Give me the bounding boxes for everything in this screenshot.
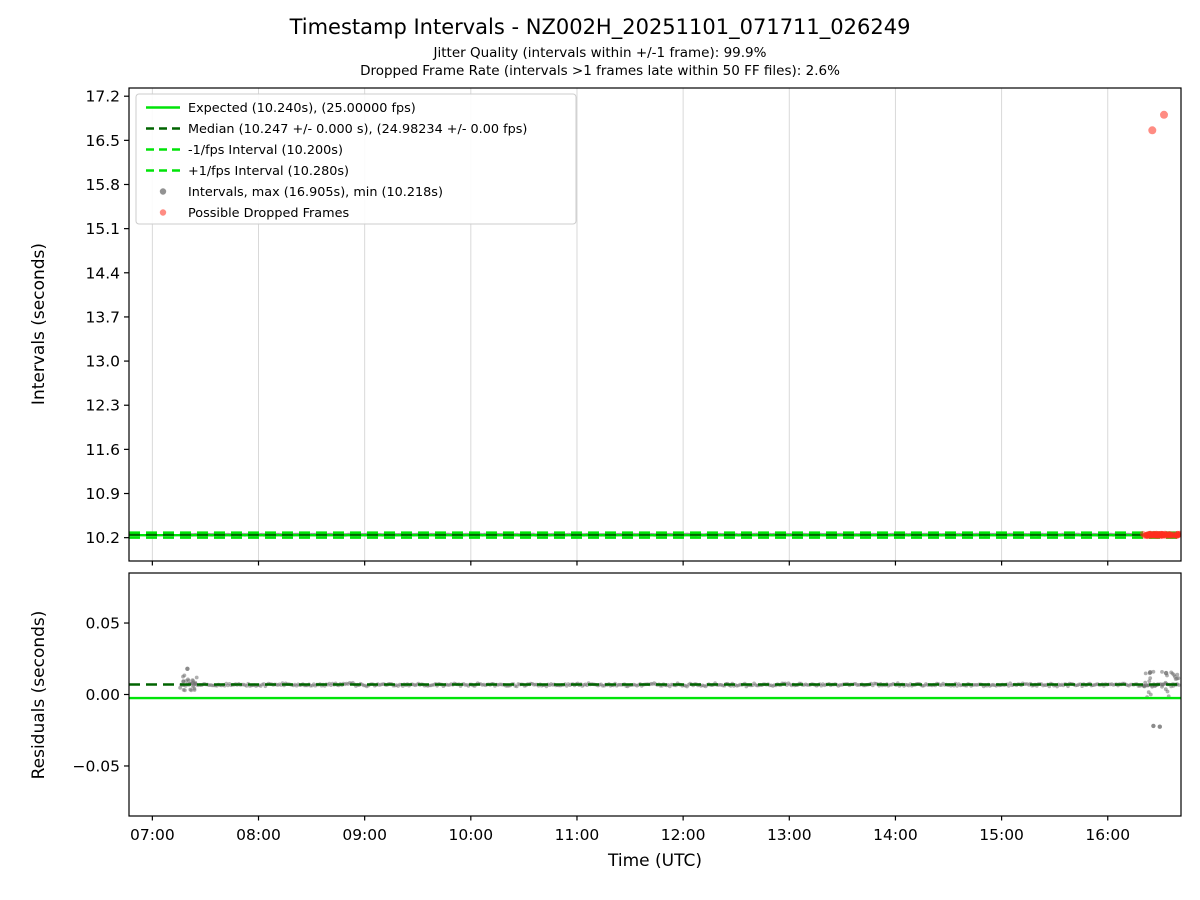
legend-label: Possible Dropped Frames bbox=[188, 206, 349, 221]
y-tick-label: 16.5 bbox=[85, 132, 120, 150]
scatter-point bbox=[1169, 532, 1176, 539]
legend-label: Intervals, max (16.905s), min (10.218s) bbox=[188, 185, 443, 200]
scatter-point bbox=[1173, 677, 1178, 681]
x-tick-label: 14:00 bbox=[873, 826, 918, 844]
legend-entry-median: Median (10.247 +/- 0.000 s), (24.98234 +… bbox=[146, 122, 527, 137]
intervals-axis-label: Intervals (seconds) bbox=[29, 242, 49, 406]
dropped-frame-point bbox=[1148, 126, 1157, 135]
scatter-point bbox=[515, 684, 519, 689]
subtitle-dropped-rate: Dropped Frame Rate (intervals >1 frames … bbox=[360, 63, 840, 79]
legend-label: Median (10.247 +/- 0.000 s), (24.98234 +… bbox=[188, 122, 527, 137]
intervals-ticks: 10.2 10.9 11.6 12.3 13.0 13.7 14.4 15.1 15.8 16.5… bbox=[85, 88, 1109, 566]
y-tick-label: 10.9 bbox=[85, 485, 120, 503]
scatter-point bbox=[178, 685, 183, 690]
scatter-point bbox=[1143, 671, 1148, 676]
time-axis-label: Time (UTC) bbox=[608, 851, 702, 871]
residual-outlier-point bbox=[1148, 670, 1153, 675]
scatter-point bbox=[183, 688, 187, 693]
intervals-content bbox=[129, 110, 1181, 540]
scatter-point bbox=[192, 686, 197, 691]
residuals-ticks: 0.05 0.00 −0.05 07:00 08:00 09:00 10:00 11:00 12… bbox=[73, 615, 1131, 844]
x-tick-label: 15:00 bbox=[979, 826, 1024, 844]
y-tick-label: 13.7 bbox=[85, 308, 120, 326]
legend-swatch-dot bbox=[159, 188, 167, 195]
legend-entry-intervals: Intervals, max (16.905s), min (10.218s) bbox=[159, 185, 443, 200]
scatter-point bbox=[1141, 532, 1148, 539]
scatter-point bbox=[186, 678, 191, 683]
dropped-frame-point bbox=[1160, 110, 1168, 119]
residual-outlier-point bbox=[1157, 724, 1163, 729]
y-tick-label: 11.6 bbox=[85, 441, 120, 459]
legend-label: Expected (10.240s), (25.00000 fps) bbox=[188, 101, 416, 116]
y-tick-label: 14.4 bbox=[85, 264, 120, 282]
x-tick-label: 11:00 bbox=[555, 826, 600, 844]
legend-entry-expected: Expected (10.240s), (25.00000 fps) bbox=[146, 101, 416, 116]
y-tick-label: 17.2 bbox=[85, 88, 120, 106]
residual-outlier-point bbox=[1151, 723, 1156, 729]
legend-label: +1/fps Interval (10.280s) bbox=[188, 164, 349, 179]
scatter-point bbox=[1169, 670, 1174, 675]
y-tick-label: 12.3 bbox=[85, 397, 120, 415]
residuals-background bbox=[129, 573, 1181, 816]
legend-label: -1/fps Interval (10.200s) bbox=[188, 143, 343, 158]
scatter-point bbox=[1147, 533, 1154, 539]
scatter-point bbox=[1151, 669, 1156, 674]
scatter-point bbox=[182, 673, 187, 678]
subtitle-jitter-quality: Jitter Quality (intervals within +/-1 fr… bbox=[433, 45, 767, 61]
scatter-point bbox=[1148, 676, 1153, 680]
scatter-point bbox=[1146, 683, 1150, 687]
chart-title: Timestamp Intervals - NZ002H_20251101_07… bbox=[289, 15, 911, 39]
scatter-point bbox=[194, 675, 199, 680]
scatter-point bbox=[193, 681, 198, 686]
y-tick-label: 0.05 bbox=[85, 615, 120, 633]
scatter-point bbox=[190, 678, 195, 682]
x-tick-label: 16:00 bbox=[1085, 826, 1130, 844]
legend-frame bbox=[135, 93, 577, 225]
scatter-point bbox=[1153, 531, 1160, 538]
scatter-point bbox=[1142, 684, 1147, 689]
y-tick-label: 10.2 bbox=[85, 529, 120, 547]
x-tick-label: 10:00 bbox=[448, 826, 493, 844]
x-tick-label: 09:00 bbox=[342, 826, 387, 844]
y-tick-label: 13.0 bbox=[85, 353, 120, 371]
y-tick-label: 15.1 bbox=[85, 220, 120, 238]
scatter-point bbox=[189, 688, 194, 693]
residuals-content bbox=[129, 666, 1181, 729]
scatter-point bbox=[1006, 684, 1011, 688]
x-tick-label: 13:00 bbox=[767, 826, 812, 844]
y-tick-label: 0.00 bbox=[85, 686, 120, 704]
residual-outlier-point bbox=[1163, 670, 1169, 676]
y-tick-label: −0.05 bbox=[73, 757, 121, 775]
residual-outlier-point bbox=[185, 666, 190, 671]
x-tick-label: 08:00 bbox=[236, 826, 281, 844]
legend-entry-plus-1fps: +1/fps Interval (10.280s) bbox=[146, 164, 349, 179]
scatter-point bbox=[1148, 692, 1153, 697]
x-tick-label: 12:00 bbox=[661, 826, 706, 844]
legend: Expected (10.240s), (25.00000 fps) Median… bbox=[135, 93, 577, 225]
y-tick-label: 15.8 bbox=[85, 176, 120, 194]
scatter-point bbox=[1143, 680, 1148, 685]
legend-swatch-dot bbox=[159, 209, 167, 216]
scatter-point bbox=[1160, 670, 1164, 674]
residuals-axis-label: Residuals (seconds) bbox=[29, 610, 49, 780]
residuals-axes: 0.05 0.00 −0.05 07:00 08:00 09:00 10:00 11:00 12… bbox=[73, 572, 1182, 844]
x-tick-label: 07:00 bbox=[130, 826, 175, 844]
legend-entry-minus-1fps: -1/fps Interval (10.200s) bbox=[146, 143, 343, 158]
scatter-point bbox=[181, 679, 186, 684]
legend-entry-dropped-frames: Possible Dropped Frames bbox=[159, 206, 349, 221]
scatter-point bbox=[1147, 679, 1152, 683]
scatter-point bbox=[1163, 687, 1168, 692]
intervals-spine bbox=[128, 87, 1182, 562]
scatter-point bbox=[1174, 530, 1181, 537]
scatter-point bbox=[1150, 684, 1154, 689]
scatter-point bbox=[1160, 683, 1165, 687]
scatter-point bbox=[1161, 532, 1168, 538]
